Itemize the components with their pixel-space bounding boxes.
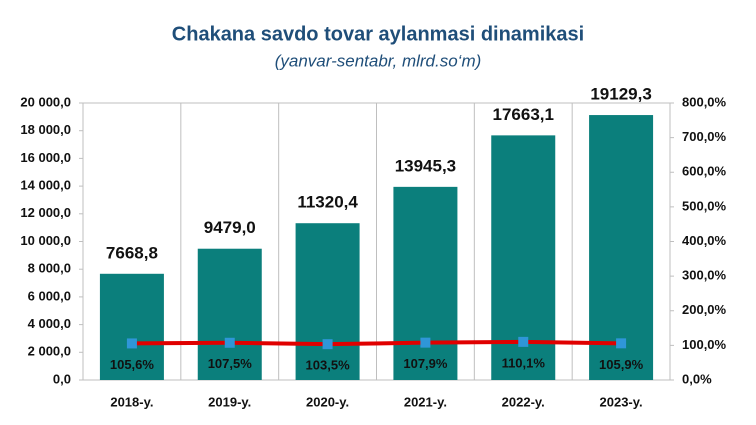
y-tick-label: 0,0 xyxy=(53,371,71,386)
line-marker xyxy=(420,337,431,348)
x-tick-label: 2023-y. xyxy=(600,394,643,409)
line-value-label: 105,9% xyxy=(599,357,644,372)
y-tick-label: 8 000,0 xyxy=(28,261,71,276)
y-tick-label: 4 000,0 xyxy=(28,316,71,331)
y2-tick-label: 700,0% xyxy=(682,129,727,144)
y2-tick-label: 400,0% xyxy=(682,233,727,248)
bar-value-label: 9479,0 xyxy=(204,218,256,237)
x-tick-label: 2020-y. xyxy=(306,394,349,409)
line-marker xyxy=(518,336,529,347)
y2-tick-label: 500,0% xyxy=(682,198,727,213)
y2-tick-label: 0,0% xyxy=(682,371,712,386)
bar xyxy=(393,186,458,380)
y2-tick-label: 300,0% xyxy=(682,268,727,283)
bar-value-label: 17663,1 xyxy=(493,105,554,124)
x-tick-label: 2018-y. xyxy=(110,394,153,409)
bar xyxy=(589,115,654,380)
y2-tick-label: 600,0% xyxy=(682,164,727,179)
line-value-label: 107,5% xyxy=(208,356,253,371)
line-marker xyxy=(616,338,627,349)
bar xyxy=(295,223,360,380)
chart-title: Chakana savdo tovar aylanmasi dinamikasi xyxy=(172,23,584,45)
line-marker xyxy=(322,339,333,350)
y-tick-label: 14 000,0 xyxy=(20,178,71,193)
bar-value-label: 19129,3 xyxy=(590,85,651,104)
line-value-label: 103,5% xyxy=(306,358,351,373)
y-tick-label: 6 000,0 xyxy=(28,288,71,303)
y-tick-label: 2 000,0 xyxy=(28,344,71,359)
bar-value-label: 7668,8 xyxy=(106,243,158,262)
line-value-label: 110,1% xyxy=(502,355,546,370)
y-tick-label: 10 000,0 xyxy=(20,233,71,248)
y-tick-label: 18 000,0 xyxy=(20,122,71,137)
bar xyxy=(197,248,262,380)
bar-value-label: 11320,4 xyxy=(297,193,358,212)
y-tick-label: 20 000,0 xyxy=(20,94,71,109)
line-value-label: 107,9% xyxy=(403,356,448,371)
line xyxy=(131,339,622,347)
line-marker xyxy=(126,338,137,349)
chart-subtitle: (yanvar-sentabr, mlrd.so‘m) xyxy=(275,51,482,70)
y2-tick-label: 800,0% xyxy=(682,94,727,109)
x-tick-label: 2022-y. xyxy=(502,394,545,409)
y2-tick-label: 100,0% xyxy=(682,337,727,352)
line-marker xyxy=(224,337,235,348)
y2-tick-label: 200,0% xyxy=(682,302,727,317)
x-tick-label: 2019-y. xyxy=(208,394,251,409)
bar-value-label: 13945,3 xyxy=(395,156,456,175)
line-value-label: 105,6% xyxy=(110,357,155,372)
y-tick-label: 16 000,0 xyxy=(20,150,71,165)
bar xyxy=(99,273,164,380)
x-tick-label: 2021-y. xyxy=(404,394,447,409)
y-tick-label: 12 000,0 xyxy=(20,205,71,220)
